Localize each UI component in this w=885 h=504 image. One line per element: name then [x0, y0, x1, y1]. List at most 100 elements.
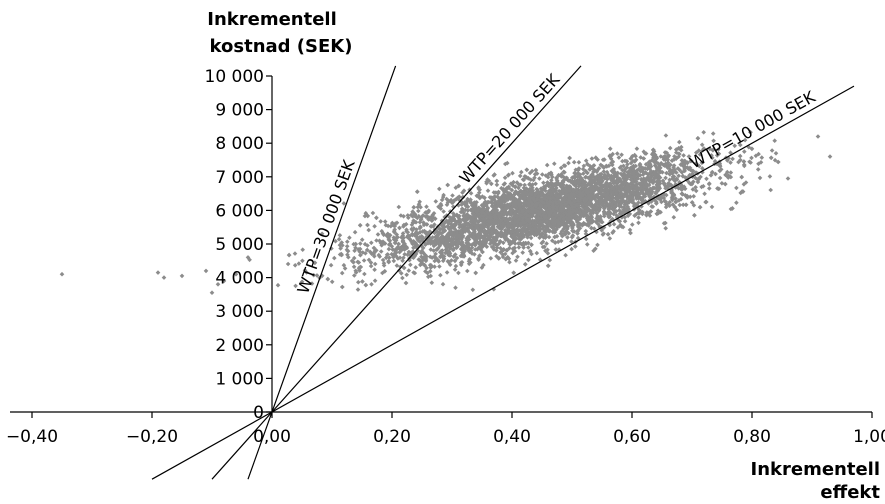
scatter-point — [452, 231, 457, 237]
scatter-point — [541, 224, 546, 230]
scatter-point — [368, 263, 374, 269]
scatter-point — [365, 213, 370, 219]
scatter-point — [401, 235, 406, 241]
scatter-point — [386, 242, 392, 247]
scatter-point — [671, 193, 677, 198]
scatter-point — [376, 252, 382, 258]
scatter-point — [485, 236, 491, 241]
scatter-point — [472, 252, 477, 257]
scatter-point — [521, 185, 527, 191]
scatter-point — [633, 186, 638, 191]
scatter-point — [520, 218, 526, 223]
scatter-point — [637, 161, 643, 167]
scatter-point — [400, 231, 406, 236]
scatter-point — [668, 168, 673, 173]
scatter-point — [337, 242, 343, 248]
scatter-point — [570, 178, 575, 184]
scatter-point — [581, 163, 587, 169]
scatter-point — [696, 176, 702, 181]
scatter-point — [668, 162, 673, 168]
scatter-point — [441, 209, 446, 214]
scatter-point — [628, 177, 634, 182]
scatter-point — [708, 172, 714, 178]
scatter-point — [512, 245, 517, 251]
scatter-point — [627, 227, 633, 233]
scatter-point — [494, 234, 499, 239]
scatter-point — [665, 165, 670, 170]
scatter-point — [449, 239, 454, 245]
scatter-point — [553, 247, 559, 252]
scatter-point — [569, 239, 574, 244]
scatter-point — [466, 233, 472, 239]
scatter-point — [372, 278, 378, 283]
scatter-point — [498, 250, 503, 255]
scatter-point — [484, 244, 490, 249]
scatter-point — [550, 202, 555, 208]
scatter-point — [480, 249, 485, 255]
scatter-point — [596, 166, 602, 171]
scatter-point — [471, 201, 476, 206]
scatter-point — [742, 163, 747, 169]
scatter-point — [454, 235, 460, 241]
scatter-point — [463, 201, 469, 206]
scatter-point — [691, 203, 697, 208]
scatter-point — [417, 257, 422, 263]
scatter-point — [411, 239, 416, 244]
scatter-point — [559, 191, 565, 197]
scatter-point — [670, 197, 675, 203]
scatter-point — [679, 185, 684, 190]
scatter-point — [679, 191, 685, 197]
scatter-point — [636, 215, 641, 220]
scatter-point — [694, 161, 699, 167]
scatter-point — [451, 216, 457, 221]
scatter-point — [429, 240, 435, 246]
scatter-point — [595, 213, 600, 219]
scatter-point — [590, 210, 596, 216]
scatter-point — [531, 227, 537, 232]
scatter-point — [719, 181, 725, 186]
scatter-point — [529, 168, 535, 174]
scatter-point — [583, 206, 589, 211]
scatter-point — [571, 191, 576, 197]
scatter-point — [580, 222, 585, 228]
scatter-point — [680, 163, 686, 168]
scatter-point — [580, 178, 586, 183]
scatter-point — [611, 221, 617, 227]
scatter-point — [491, 190, 497, 195]
scatter-point — [401, 223, 407, 228]
scatter-point — [759, 155, 765, 160]
scatter-point — [710, 155, 715, 161]
scatter-point — [412, 233, 418, 238]
scatter-point — [459, 199, 465, 205]
scatter-point — [598, 171, 604, 177]
scatter-point — [435, 232, 441, 237]
scatter-point — [594, 200, 599, 206]
scatter-point — [768, 155, 774, 161]
scatter-point — [379, 240, 384, 245]
scatter-point — [505, 255, 510, 260]
scatter-point — [755, 167, 761, 172]
scatter-point — [505, 202, 510, 208]
scatter-point — [499, 201, 504, 207]
scatter-point — [554, 205, 559, 211]
scatter-point — [440, 226, 445, 231]
scatter-point — [410, 228, 415, 233]
scatter-point — [492, 201, 497, 206]
scatter-point — [662, 198, 667, 204]
scatter-point — [540, 239, 546, 244]
scatter-point — [492, 205, 497, 211]
scatter-point — [484, 179, 489, 185]
scatter-point — [640, 209, 645, 215]
scatter-point — [470, 226, 476, 232]
scatter-point — [513, 236, 518, 241]
scatter-point — [400, 244, 406, 249]
scatter-point — [365, 222, 370, 228]
scatter-point — [515, 227, 520, 233]
scatter-point — [641, 166, 647, 171]
scatter-point — [375, 232, 381, 237]
scatter-point — [423, 269, 428, 274]
scatter-point — [581, 192, 587, 197]
scatter-point — [621, 207, 627, 212]
scatter-point — [559, 207, 564, 212]
scatter-point — [491, 222, 497, 227]
